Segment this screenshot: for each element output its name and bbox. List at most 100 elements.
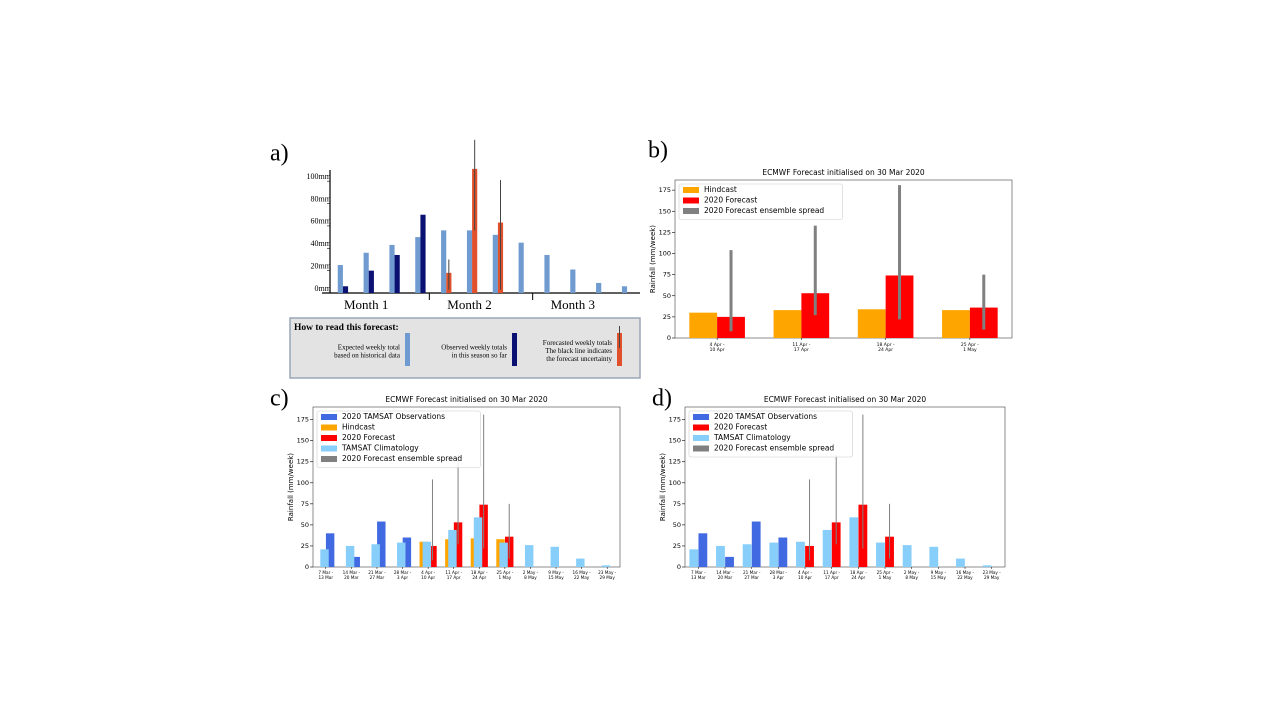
x-tick-label: 14 Mar -20 Mar: [716, 570, 734, 580]
bar: [453, 522, 463, 567]
bar: [596, 282, 602, 293]
y-tick-label: 0mm: [315, 284, 332, 293]
bar: [345, 545, 355, 567]
x-tick-label: 7 Mar -13 Mar: [691, 570, 706, 580]
y-tick-label: 175: [659, 186, 671, 194]
bar: [831, 522, 841, 567]
chart-title: ECMWF Forecast initialised on 30 Mar 202…: [762, 168, 925, 177]
legend-swatch: [693, 435, 709, 441]
y-tick-label: 100mm: [307, 172, 332, 181]
y-tick-label: 100: [297, 479, 309, 487]
panel-label: d): [652, 386, 672, 412]
x-tick-label: 28 Mar -3 Apr: [394, 570, 412, 580]
x-tick-label: 4 Apr -10 Apr: [421, 570, 436, 580]
legend-label: TAMSAT Climatology: [341, 444, 419, 453]
x-tick-label: 11 Apr -17 Apr: [445, 570, 462, 580]
x-tick-label: 25 Apr -1 May: [961, 342, 979, 353]
panel: b) ECMWF Forecast initialised on 30 Mar 2…: [648, 138, 1013, 353]
legend-swatch: [321, 424, 337, 431]
x-tick-label: 18 Apr -24 Apr: [471, 570, 488, 580]
bar: [397, 542, 406, 567]
bar: [363, 252, 369, 293]
bar: [368, 270, 374, 293]
bar: [371, 544, 380, 567]
legend-box: [316, 410, 481, 468]
panel: c) ECMWF Forecast initialised on 30 Mar 2…: [270, 386, 621, 580]
x-tick-label: 23 May -29 May: [598, 570, 617, 580]
bar: [570, 269, 576, 293]
legend-label: Forecasted weekly totals The black line i…: [543, 339, 613, 363]
x-tick-label: 11 Apr -17 Apr: [823, 570, 840, 580]
y-tick-label: 0: [677, 563, 681, 571]
month-label: Month 2: [447, 297, 491, 312]
y-tick-label: 25: [663, 313, 671, 321]
x-tick-label: 16 May -22 May: [573, 570, 592, 580]
legend-label: 2020 Forecast: [704, 196, 757, 205]
y-tick-label: 100: [669, 479, 681, 487]
bar: [473, 517, 483, 567]
legend-box: [688, 410, 853, 458]
bar: [466, 230, 473, 293]
bar: [942, 310, 970, 338]
y-tick-label: 100: [659, 250, 671, 258]
bar: [499, 542, 508, 567]
x-tick-label: 2 May -8 May: [904, 570, 920, 580]
panel-label: c): [270, 386, 289, 412]
bar: [725, 556, 734, 567]
bar: [415, 237, 421, 293]
bar: [394, 254, 400, 293]
y-tick-label: 50: [663, 292, 671, 300]
bar: [822, 529, 832, 567]
x-tick-label: 7 Mar -13 Mar: [318, 570, 333, 580]
legend-swatch: [321, 414, 337, 420]
bar: [751, 521, 761, 567]
y-tick-label: 175: [297, 416, 309, 424]
y-tick-label: 25: [673, 542, 681, 550]
bar: [796, 541, 805, 567]
x-tick-label: 4 Apr -10 Apr: [798, 570, 813, 580]
y-tick-label: 150: [659, 207, 671, 215]
bar: [492, 234, 498, 293]
panel-label: b): [648, 138, 668, 164]
bar: [902, 545, 912, 567]
legend-box: [289, 317, 641, 379]
x-tick-label: 28 Mar -3 Apr: [770, 570, 788, 580]
bar: [742, 544, 752, 567]
bar: [876, 542, 885, 567]
panel: a) 0mm 20mm 40mm 60mm 80mm 100mm Month 1 Month 2…: [270, 139, 641, 379]
y-tick-label: 50: [301, 521, 309, 529]
legend-swatch: [693, 414, 709, 420]
x-tick-label: 21 Mar -27 Mar: [368, 570, 386, 580]
legend-swatch: [321, 456, 337, 462]
bar: [524, 545, 534, 567]
y-tick-label: 150: [297, 437, 309, 445]
month-label: Month 1: [344, 297, 388, 312]
legend-swatch: [512, 333, 517, 366]
bar: [320, 549, 329, 567]
x-tick-label: 23 May -29 May: [983, 570, 1002, 580]
bar: [420, 214, 426, 293]
y-axis-label: Rainfall (mm/week): [649, 225, 657, 293]
y-tick-label: 0: [667, 334, 671, 342]
panel-label: a): [270, 141, 289, 167]
bar: [402, 537, 412, 567]
legend-label: Observed weekly totals in this season so …: [441, 343, 507, 359]
y-tick-label: 20mm: [311, 261, 332, 270]
x-tick-label: 4 Apr -10 Apr: [710, 342, 726, 353]
bar: [956, 558, 965, 567]
y-tick-label: 150: [669, 437, 681, 445]
x-tick-label: 18 Apr -24 Apr: [850, 570, 867, 580]
bar: [351, 556, 360, 567]
legend-box: [678, 183, 843, 220]
bar: [621, 286, 628, 293]
y-tick-label: 25: [301, 542, 309, 550]
bar: [849, 517, 859, 567]
bar: [982, 565, 992, 567]
x-tick-label: 16 May -22 May: [956, 570, 975, 580]
x-tick-label: 9 May -15 May: [931, 570, 947, 580]
legend-swatch: [321, 435, 337, 441]
legend-label: 2020 Forecast ensemble spread: [342, 454, 462, 463]
bar: [377, 521, 386, 567]
